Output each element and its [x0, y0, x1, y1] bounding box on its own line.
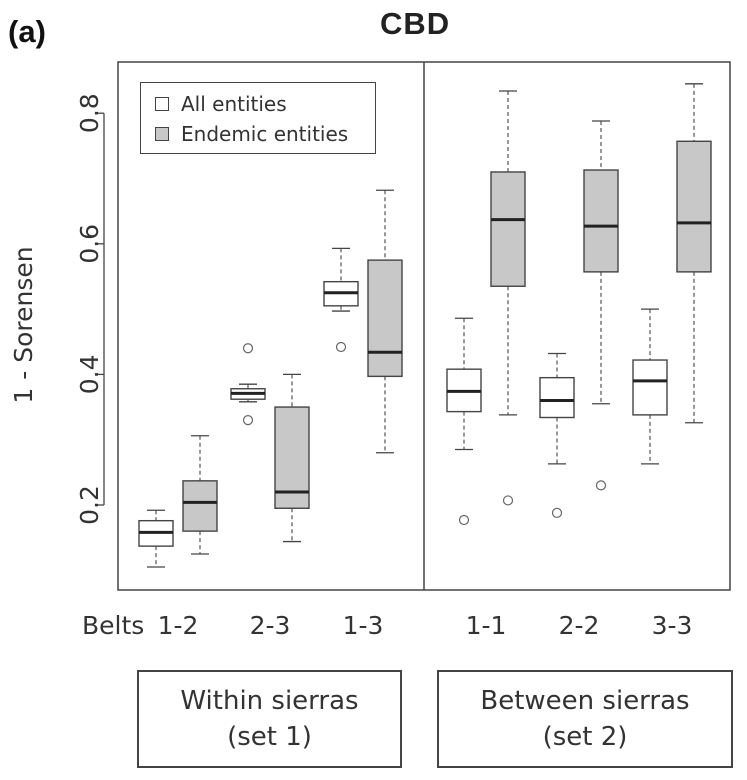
- group-box-within: Within sierras (set 1): [137, 670, 402, 768]
- y-axis-label: 1 - Sorensen: [9, 246, 38, 403]
- x-tick-label: 2-3: [250, 611, 291, 640]
- outlier-point: [335, 341, 347, 353]
- group-label-within: Within sierras: [180, 686, 359, 716]
- box: [676, 140, 712, 273]
- legend: All entities Endemic entities: [140, 82, 376, 154]
- box: [539, 376, 575, 419]
- box: [632, 359, 668, 416]
- y-tick-label: 0.2: [75, 485, 104, 525]
- box-plot: 0.2 0.4 0.6 0.8 1 - Sorensen Belts 1-2 2-3 1-3 1-…: [9, 61, 731, 640]
- x-tick-label: 3-3: [652, 611, 693, 640]
- outlier-point: [242, 415, 254, 426]
- legend-item-endemic: Endemic entities: [155, 121, 348, 147]
- legend-swatch-endemic: [155, 127, 169, 141]
- legend-label-all: All entities: [181, 92, 287, 116]
- outlier-point: [242, 343, 254, 354]
- legend-item-all: All entities: [155, 91, 287, 117]
- outlier-point: [502, 495, 514, 506]
- x-axis-label: Belts: [82, 611, 144, 640]
- group-sublabel-within: (set 1): [227, 722, 312, 752]
- chart-title: CBD: [380, 6, 451, 41]
- box: [490, 171, 526, 287]
- legend-label-endemic: Endemic entities: [181, 122, 349, 146]
- legend-swatch-all: [155, 97, 169, 111]
- outlier-point: [551, 507, 563, 518]
- outlier-point: [595, 480, 607, 491]
- outlier-point: [458, 514, 470, 526]
- group-label-between: Between sierras: [480, 686, 690, 716]
- y-tick-label: 0.6: [75, 224, 104, 264]
- y-tick-label: 0.8: [75, 93, 104, 133]
- box: [182, 480, 218, 532]
- y-tick-label: 0.4: [75, 355, 104, 395]
- group-sublabel-between: (set 2): [542, 722, 628, 752]
- x-tick-label: 1-2: [158, 611, 199, 640]
- x-tick-label: 2-2: [559, 611, 600, 640]
- panel-label: (a): [8, 14, 46, 49]
- box: [367, 259, 403, 378]
- x-tick-label: 1-3: [343, 611, 384, 640]
- box: [583, 169, 619, 273]
- group-box-between: Between sierras (set 2): [437, 670, 733, 768]
- x-tick-label: 1-1: [466, 611, 507, 640]
